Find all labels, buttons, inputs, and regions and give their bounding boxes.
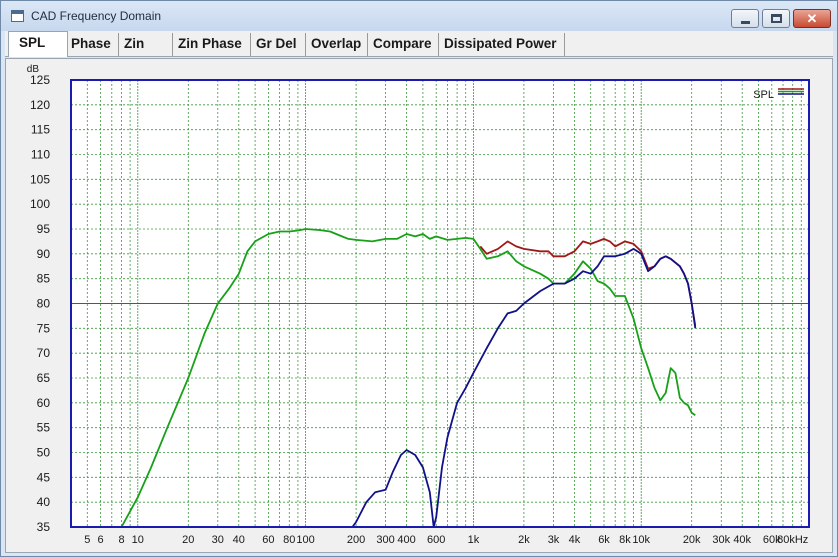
spl-chart[interactable]: 3540455055606570758085909510010511011512… [6, 59, 832, 552]
minimize-icon [741, 21, 750, 24]
tab-dissipated-power[interactable]: Dissipated Power [439, 33, 565, 56]
x-tick-label: 1k [468, 534, 480, 546]
x-tick-label: 200 [347, 534, 365, 546]
maximize-icon [771, 14, 782, 23]
maximize-button[interactable] [762, 9, 790, 28]
tab-zin[interactable]: Zin [119, 33, 173, 56]
app-icon [11, 10, 24, 22]
x-tick-label: 5 [84, 534, 90, 546]
x-tick-label: 20k [683, 534, 701, 546]
y-tick-label: 100 [30, 197, 50, 211]
x-tick-label: 60k [763, 534, 781, 546]
minimize-button[interactable] [731, 9, 759, 28]
y-tick-label: 50 [37, 446, 51, 460]
y-tick-label: 80 [37, 297, 51, 311]
y-tick-label: 125 [30, 73, 50, 87]
x-tick-label: 30 [212, 534, 224, 546]
y-tick-label: 60 [37, 396, 51, 410]
y-axis-label: dB [27, 64, 40, 75]
tab-compare[interactable]: Compare [368, 33, 439, 56]
y-tick-label: 105 [30, 172, 50, 186]
x-tick-label: 10 [132, 534, 144, 546]
y-tick-label: 35 [37, 520, 51, 534]
x-tick-label: 40k [733, 534, 751, 546]
x-tick-label: 6 [97, 534, 103, 546]
y-tick-label: 110 [31, 148, 50, 162]
x-tick-label: 30k [712, 534, 730, 546]
x-tick-label: 8 [118, 534, 124, 546]
x-tick-label: 20 [182, 534, 194, 546]
x-tick-label: 300 [376, 534, 394, 546]
y-tick-label: 85 [37, 272, 51, 286]
y-tick-label: 115 [31, 123, 50, 137]
y-tick-label: 120 [30, 98, 50, 112]
legend-label: SPL [753, 89, 774, 101]
x-tick-label: 10k [632, 534, 650, 546]
y-tick-label: 55 [37, 421, 51, 435]
window-title: CAD Frequency Domain [31, 9, 162, 23]
y-tick-label: 65 [37, 371, 51, 385]
x-tick-label: 100 [296, 534, 314, 546]
x-tick-label: 40 [233, 534, 245, 546]
y-tick-label: 70 [37, 346, 51, 360]
x-tick-label: 2k [518, 534, 530, 546]
x-tick-label: 8k [619, 534, 631, 546]
tab-phase[interactable]: Phase [66, 33, 119, 56]
plot-border [70, 79, 810, 528]
x-tick-label: 400 [397, 534, 415, 546]
y-tick-label: 95 [37, 222, 51, 236]
title-bar[interactable]: CAD Frequency Domain ✕ [1, 1, 837, 31]
chart-panel: 35 40 45 50 55 60 65 70 75 80 85 90 95 100 105 110 115 12… [5, 58, 833, 553]
tab-gr-del[interactable]: Gr Del [251, 33, 306, 56]
tab-zin-phase[interactable]: Zin Phase [173, 33, 251, 56]
x-tick-label: 80 [283, 534, 295, 546]
close-icon: ✕ [806, 11, 818, 26]
y-tick-label: 40 [37, 495, 51, 509]
y-tick-label: 45 [37, 470, 51, 484]
spl-series-line-2 [120, 228, 696, 528]
spl-series-line-3 [351, 248, 697, 528]
y-tick-label: 75 [37, 321, 51, 335]
tab-bar: SPL Phase Zin Zin Phase Gr Del Overlap C… [5, 31, 833, 57]
tab-overlap[interactable]: Overlap [306, 33, 368, 56]
x-tick-label: 3k [548, 534, 560, 546]
x-tick-label: 60 [262, 534, 274, 546]
close-button[interactable]: ✕ [793, 9, 831, 28]
x-tick-label: 6k [598, 534, 610, 546]
y-tick-label: 90 [37, 247, 51, 261]
x-tick-label: 80kHz [777, 534, 808, 546]
x-tick-label: 600 [427, 534, 445, 546]
tab-spl[interactable]: SPL [8, 31, 68, 57]
x-tick-label: 4k [569, 534, 581, 546]
